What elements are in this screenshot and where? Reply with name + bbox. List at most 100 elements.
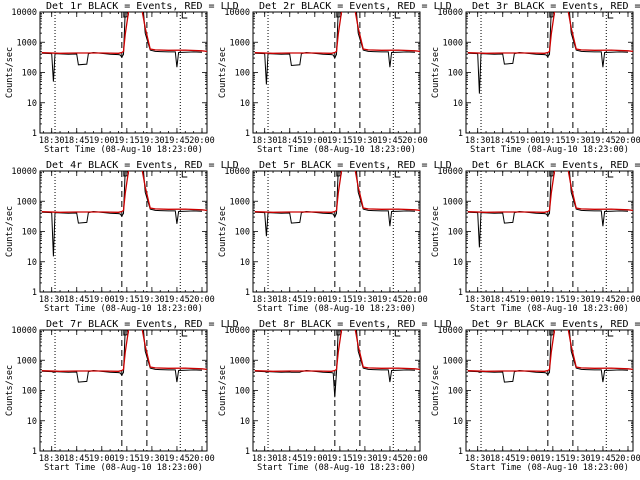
marker-e-symbol	[394, 330, 401, 337]
x-tick-label: 19:00	[89, 136, 115, 146]
events-series-line	[254, 171, 416, 237]
lld-series-line	[41, 12, 207, 54]
lld-series-line	[41, 330, 207, 372]
lld-series-line	[254, 171, 420, 213]
y-tick-label: 10000	[11, 8, 37, 18]
x-tick-label: 19:00	[302, 454, 328, 464]
x-tick-label: 18:45	[490, 454, 516, 464]
y-tick-label: 10000	[11, 326, 37, 336]
x-tick-label: 18:45	[64, 454, 90, 464]
x-tick-label: 19:00	[89, 454, 115, 464]
x-tick-label: 19:15	[327, 454, 353, 464]
series-group	[467, 330, 633, 383]
x-tick-label: 18:45	[277, 454, 303, 464]
x-tick-label: 19:15	[540, 136, 566, 146]
x-tick-label: 19:15	[540, 295, 566, 305]
y-tick-label: 100	[235, 387, 250, 397]
x-tick-label: 19:30	[352, 295, 378, 305]
x-tick-label: 20:00	[189, 295, 215, 305]
plot-frame	[39, 329, 208, 452]
x-axis-label: Start Time (08-Aug-10 18:23:00)	[470, 145, 629, 155]
x-axis-ticks	[468, 171, 629, 292]
x-tick-label: 18:30	[465, 454, 491, 464]
x-tick-label: 19:00	[515, 136, 541, 146]
x-tick-label: 19:45	[164, 136, 190, 146]
events-series-line	[41, 171, 203, 257]
reference-lines	[480, 330, 607, 451]
reference-lines	[54, 330, 181, 451]
x-axis-ticks	[468, 12, 629, 133]
lld-series-line	[41, 171, 207, 213]
y-tick-label: 100	[22, 69, 37, 79]
y-axis-label: Counts/sec	[431, 206, 441, 257]
chart-panel-8: Det 8r BLACK = Events, RED = LLD 1 10 100 10…	[218, 319, 452, 473]
x-tick-label: 18:30	[252, 295, 278, 305]
marker-e-symbol	[181, 330, 188, 337]
y-tick-label: 100	[448, 228, 463, 238]
series-group	[41, 171, 207, 257]
x-axis-label: Start Time (08-Aug-10 18:23:00)	[470, 304, 629, 314]
y-tick-label: 10	[240, 99, 250, 109]
y-tick-label: 1	[245, 129, 250, 139]
y-axis-ticks	[253, 11, 420, 134]
chart-title: Det 4r BLACK = Events, RED = LLD	[46, 160, 239, 171]
x-tick-label: 18:30	[465, 295, 491, 305]
x-tick-label: 20:00	[402, 454, 428, 464]
x-tick-label: 19:30	[352, 136, 378, 146]
x-tick-label: 18:30	[252, 136, 278, 146]
x-axis-ticks	[255, 12, 416, 133]
series-group	[41, 330, 207, 383]
series-group	[467, 12, 633, 94]
x-axis-label: Start Time (08-Aug-10 18:23:00)	[257, 463, 416, 473]
x-axis-ticks	[255, 330, 416, 451]
marker-e-symbol	[607, 171, 614, 178]
series-group	[254, 12, 420, 85]
x-tick-label: 18:30	[39, 136, 65, 146]
series-group	[254, 171, 420, 237]
y-tick-label: 10	[240, 258, 250, 268]
series-group	[254, 330, 420, 398]
chart-title: Det 6r BLACK = Events, RED = LLD	[472, 160, 640, 171]
chart-panel-4: Det 4r BLACK = Events, RED = LLD 1 10 100 10…	[5, 160, 239, 314]
x-tick-label: 19:15	[114, 136, 140, 146]
y-tick-label: 1	[32, 447, 37, 457]
chart-title: Det 3r BLACK = Events, RED = LLD	[472, 1, 640, 12]
events-series-line	[254, 330, 416, 398]
y-tick-label: 1000	[230, 38, 250, 48]
x-tick-label: 20:00	[615, 454, 640, 464]
chart-panel-6: Det 6r BLACK = Events, RED = LLD 1 10 100 10…	[431, 160, 640, 314]
y-tick-label: 10000	[224, 326, 250, 336]
marker-e-symbol	[607, 330, 614, 337]
x-tick-label: 19:00	[89, 295, 115, 305]
x-tick-label: 18:45	[64, 136, 90, 146]
x-tick-label: 19:00	[302, 295, 328, 305]
lld-series-line	[467, 330, 633, 372]
plot-frame	[39, 170, 208, 293]
x-tick-label: 19:45	[377, 295, 403, 305]
y-axis-label: Counts/sec	[218, 206, 228, 257]
reference-lines	[267, 171, 394, 292]
chart-panel-5: Det 5r BLACK = Events, RED = LLD 1 10 100 10…	[218, 160, 452, 314]
reference-lines	[480, 171, 607, 292]
lld-series-line	[254, 330, 420, 372]
y-tick-label: 100	[235, 228, 250, 238]
x-tick-label: 19:00	[515, 454, 541, 464]
x-tick-label: 18:45	[64, 295, 90, 305]
chart-panel-3: Det 3r BLACK = Events, RED = LLD 1 10 100 10…	[431, 1, 640, 155]
marker-e-symbol	[181, 171, 188, 178]
chart-panel-1: Det 1r BLACK = Events, RED = LLD 1 10 100 10…	[5, 1, 239, 155]
x-tick-label: 20:00	[615, 295, 640, 305]
x-tick-label: 19:30	[139, 295, 165, 305]
y-tick-label: 10000	[224, 8, 250, 18]
y-tick-label: 10	[453, 99, 463, 109]
x-tick-label: 19:15	[327, 136, 353, 146]
y-axis-ticks	[40, 329, 207, 452]
x-tick-label: 19:45	[377, 136, 403, 146]
y-tick-label: 1000	[17, 356, 37, 366]
x-tick-label: 19:00	[515, 295, 541, 305]
plot-frame	[465, 11, 634, 134]
y-tick-label: 1000	[443, 38, 463, 48]
x-tick-label: 19:30	[565, 136, 591, 146]
x-tick-label: 18:45	[277, 136, 303, 146]
